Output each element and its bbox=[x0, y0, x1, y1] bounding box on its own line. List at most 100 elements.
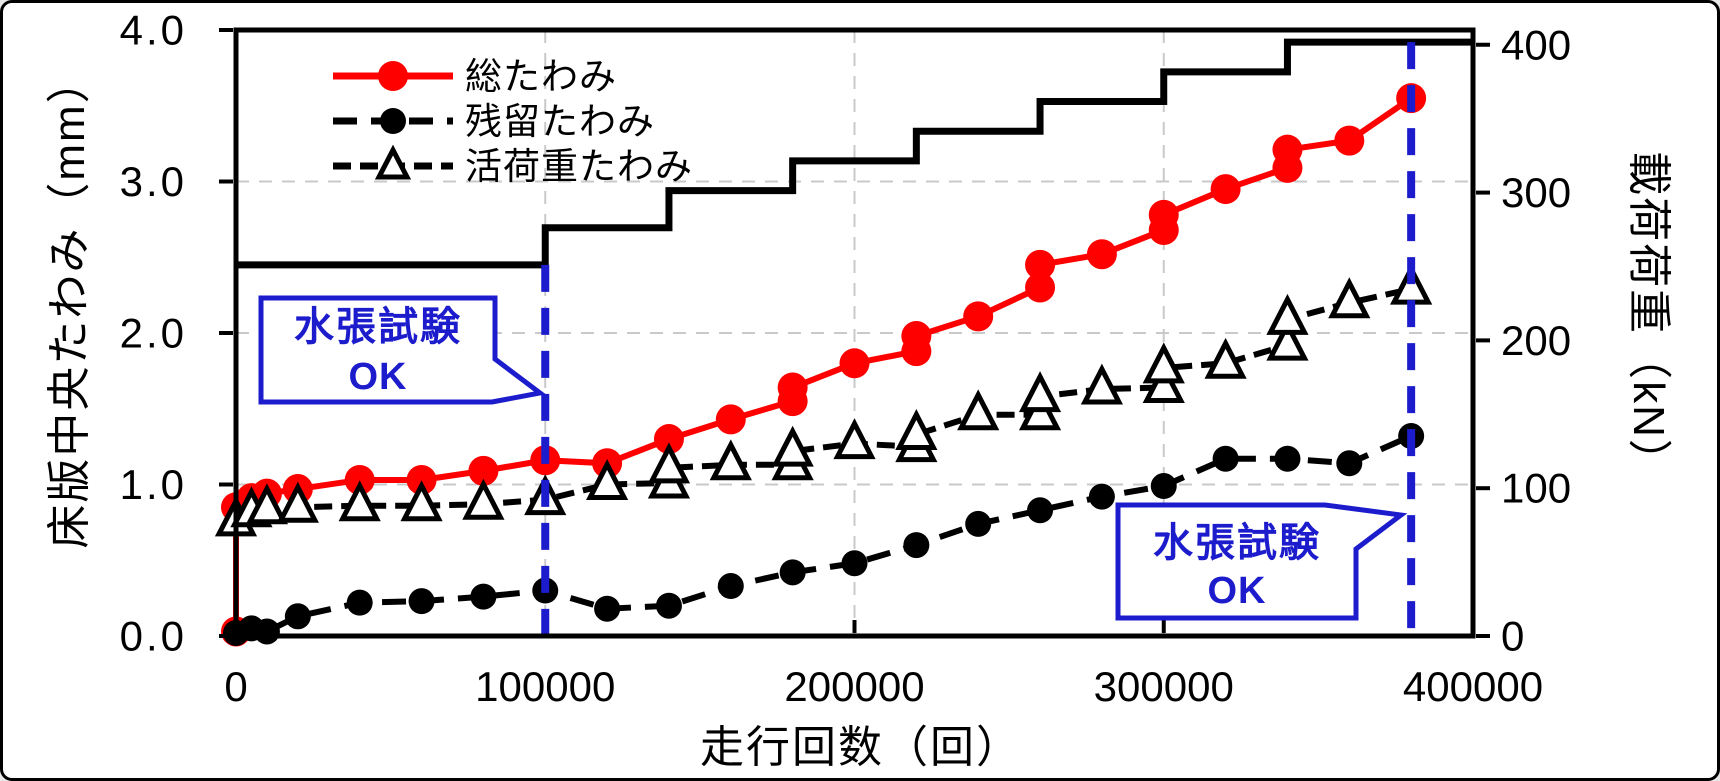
data-point bbox=[462, 478, 505, 520]
data-point bbox=[1142, 362, 1185, 404]
y-left-tick-label: 3.0 bbox=[120, 158, 187, 205]
y-right-tick-label: 400 bbox=[1501, 21, 1571, 68]
series-line-live_load bbox=[234, 286, 1412, 524]
data-point bbox=[1272, 134, 1303, 165]
data-point bbox=[344, 464, 375, 495]
water-test-lines bbox=[541, 42, 1416, 636]
data-point bbox=[1150, 473, 1177, 500]
data-point bbox=[470, 583, 497, 610]
data-point bbox=[284, 603, 311, 630]
data-point bbox=[647, 442, 691, 484]
data-point bbox=[1025, 249, 1056, 280]
data-point bbox=[468, 455, 499, 486]
data-point bbox=[963, 301, 994, 332]
callout-text-line1: 水張試験 bbox=[1153, 521, 1321, 565]
legend-marker bbox=[380, 108, 406, 134]
y-left-tick-label: 1.0 bbox=[120, 461, 187, 508]
x-axis-title: 走行回数（回） bbox=[700, 723, 1022, 772]
data-point bbox=[895, 409, 938, 451]
data-point bbox=[841, 550, 868, 577]
x-tick-label: 0 bbox=[224, 663, 247, 710]
data-point bbox=[653, 424, 684, 455]
tick-labels: 0.0 1.0 2.0 3.0 4.0 0 100 200 300 400 0 100000 20000… bbox=[120, 7, 1571, 711]
data-point bbox=[1027, 497, 1054, 524]
data-point bbox=[779, 559, 806, 586]
data-point bbox=[1334, 125, 1365, 156]
legend-item-live_load: 活荷重たわみ bbox=[333, 144, 693, 187]
data-point bbox=[276, 481, 319, 523]
callout-text-line2: OK bbox=[1208, 570, 1267, 612]
callout-water-test-2: 水張試験 OK bbox=[1115, 502, 1408, 621]
series-residual bbox=[223, 423, 1425, 646]
data-point bbox=[655, 592, 682, 619]
x-axis-ticks bbox=[543, 620, 1166, 633]
load-step-line bbox=[236, 38, 1473, 269]
callout-box bbox=[258, 295, 547, 405]
data-point bbox=[1266, 319, 1309, 361]
data-point bbox=[715, 404, 746, 435]
legend-marker bbox=[374, 144, 412, 180]
data-point bbox=[1266, 293, 1309, 335]
data-point bbox=[406, 464, 437, 495]
legend-label: 残留たわみ bbox=[465, 101, 655, 142]
y-right-tick-label: 300 bbox=[1501, 169, 1571, 216]
data-point bbox=[594, 595, 621, 622]
y-right-tick-label: 200 bbox=[1501, 317, 1571, 364]
series-line-residual bbox=[235, 433, 1413, 636]
data-point bbox=[253, 618, 280, 645]
data-point bbox=[245, 483, 289, 525]
legend-marker bbox=[378, 61, 408, 91]
data-point bbox=[833, 418, 876, 460]
x-tick-label: 200000 bbox=[784, 663, 924, 710]
callout-text-line1: 水張試験 bbox=[294, 305, 462, 349]
data-point bbox=[1336, 450, 1363, 477]
data-point bbox=[1080, 363, 1124, 405]
legend-label: 総たわみ bbox=[465, 56, 617, 97]
series-line-total bbox=[233, 95, 1413, 632]
data-point bbox=[903, 532, 930, 559]
data-point bbox=[1148, 199, 1179, 230]
legend-item-residual: 残留たわみ bbox=[333, 101, 655, 142]
data-point bbox=[901, 321, 932, 352]
y-axis-right-title: 載荷荷重（kN） bbox=[1624, 151, 1673, 485]
y-left-tick-label: 0.0 bbox=[120, 613, 187, 660]
data-point bbox=[1212, 445, 1239, 472]
plot-frame bbox=[233, 27, 1476, 639]
data-point bbox=[957, 389, 1000, 431]
data-point bbox=[585, 459, 629, 500]
y-left-tick-label: 4.0 bbox=[120, 7, 187, 54]
callout-water-test-1: 水張試験 OK bbox=[258, 295, 547, 405]
callout-text-line2: OK bbox=[349, 356, 408, 398]
data-point bbox=[1210, 174, 1241, 205]
legend-label: 活荷重たわみ bbox=[465, 146, 693, 187]
data-point bbox=[1142, 342, 1185, 384]
y-axis-ticks bbox=[219, 28, 1490, 638]
data-point bbox=[1328, 277, 1371, 319]
data-point bbox=[839, 348, 870, 379]
data-point bbox=[408, 588, 435, 615]
data-point bbox=[400, 480, 443, 522]
y-axis-left-title: 床版中央たわみ（mm） bbox=[45, 57, 94, 549]
data-point bbox=[1274, 445, 1301, 472]
x-tick-label: 300000 bbox=[1094, 663, 1234, 710]
data-point bbox=[717, 573, 744, 600]
data-point bbox=[777, 372, 808, 403]
data-point bbox=[771, 425, 814, 467]
x-tick-label: 400000 bbox=[1403, 663, 1543, 710]
data-point bbox=[965, 510, 992, 537]
y-right-tick-label: 100 bbox=[1501, 465, 1571, 512]
callout-box bbox=[1115, 502, 1408, 621]
data-point bbox=[1088, 483, 1115, 510]
data-point bbox=[1086, 239, 1117, 270]
data-point bbox=[338, 480, 381, 522]
data-point bbox=[1204, 337, 1247, 379]
data-point bbox=[1018, 371, 1062, 413]
x-tick-label: 100000 bbox=[475, 663, 615, 710]
data-point bbox=[709, 439, 752, 481]
y-right-tick-label: 0 bbox=[1501, 613, 1524, 660]
series-live_load bbox=[214, 263, 1433, 537]
data-point bbox=[346, 589, 373, 616]
